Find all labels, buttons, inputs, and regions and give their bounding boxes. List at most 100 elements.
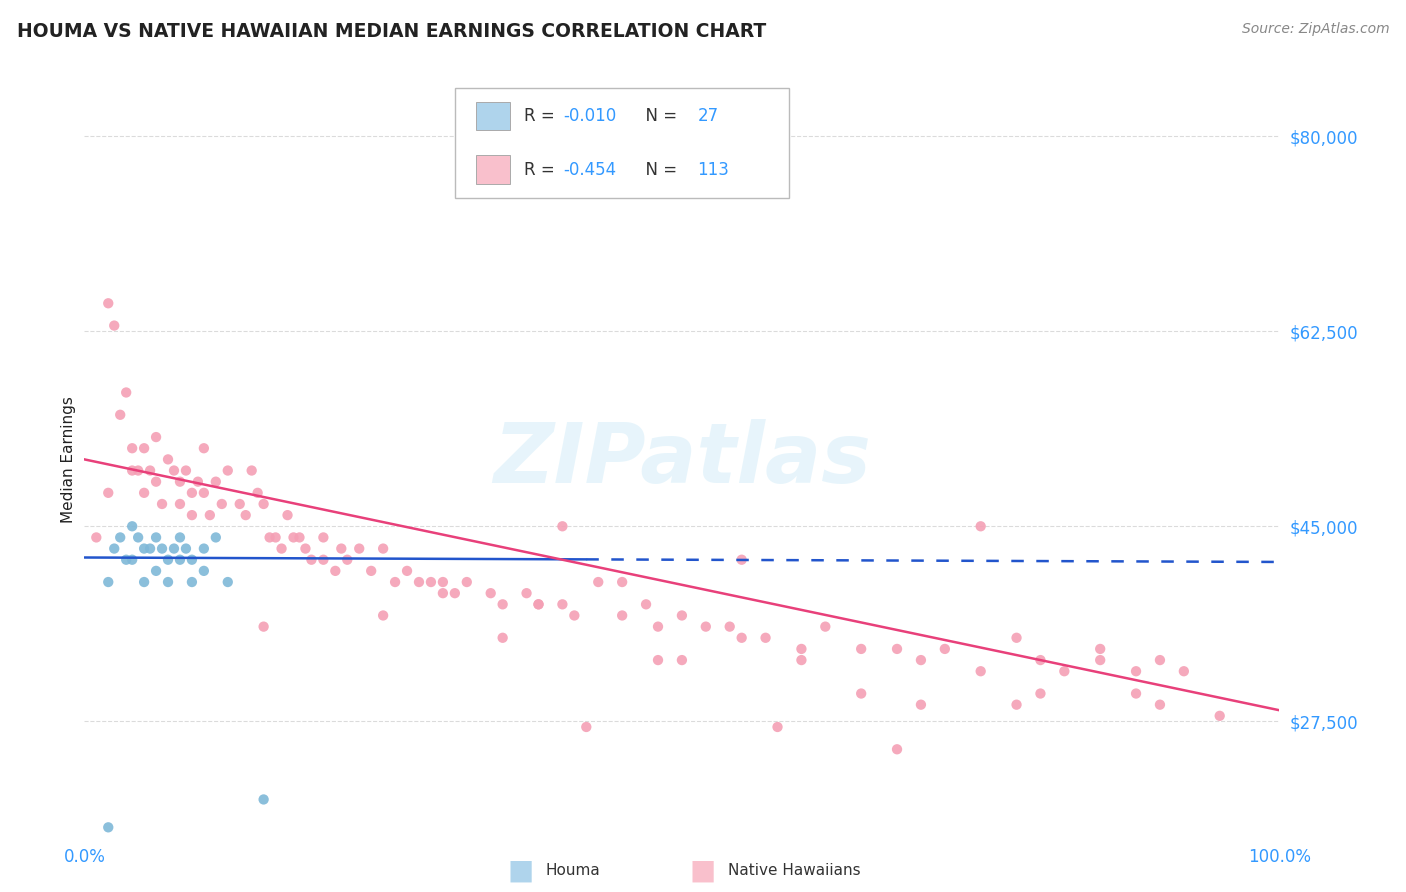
Point — [181, 485, 204, 500]
Point — [647, 653, 669, 667]
Text: Source: ZipAtlas.com: Source: ZipAtlas.com — [1241, 22, 1389, 37]
Point — [132, 541, 156, 556]
Point — [259, 530, 281, 544]
FancyBboxPatch shape — [477, 102, 510, 130]
Point — [150, 541, 173, 556]
Point — [97, 296, 120, 310]
Point — [217, 464, 239, 478]
Point — [163, 541, 186, 556]
Point — [103, 541, 125, 556]
Point — [444, 586, 467, 600]
Point — [551, 598, 574, 612]
Point — [193, 485, 215, 500]
Point — [253, 497, 276, 511]
Point — [205, 530, 228, 544]
Point — [755, 631, 778, 645]
Point — [814, 619, 837, 633]
Text: 27: 27 — [697, 107, 718, 125]
Point — [139, 464, 162, 478]
Point — [851, 687, 873, 701]
Point — [253, 792, 276, 806]
Point — [718, 619, 741, 633]
Point — [157, 552, 180, 567]
Point — [121, 464, 143, 478]
Point — [288, 530, 311, 544]
Text: R =: R = — [524, 107, 560, 125]
Point — [312, 530, 335, 544]
Point — [373, 608, 395, 623]
Point — [253, 619, 276, 633]
Point — [1090, 642, 1112, 657]
Point — [132, 442, 156, 456]
Point — [264, 530, 287, 544]
Point — [420, 575, 443, 590]
Point — [934, 642, 956, 657]
Point — [270, 541, 292, 556]
Point — [240, 464, 263, 478]
Point — [115, 552, 138, 567]
Point — [103, 318, 125, 333]
Point — [1090, 653, 1112, 667]
Point — [408, 575, 430, 590]
Point — [235, 508, 257, 523]
Point — [612, 608, 634, 623]
Point — [139, 541, 162, 556]
Point — [211, 497, 233, 511]
Point — [169, 552, 191, 567]
Point — [325, 564, 347, 578]
Point — [312, 552, 335, 567]
Point — [97, 485, 120, 500]
Point — [121, 442, 143, 456]
Point — [373, 541, 395, 556]
Point — [1029, 687, 1052, 701]
Point — [396, 564, 419, 578]
Point — [187, 475, 209, 489]
Point — [336, 552, 359, 567]
Text: -0.010: -0.010 — [564, 107, 617, 125]
Point — [731, 631, 754, 645]
Point — [181, 508, 204, 523]
Point — [229, 497, 252, 511]
Text: R =: R = — [524, 161, 560, 178]
Point — [564, 608, 586, 623]
Point — [551, 519, 574, 533]
Point — [671, 608, 693, 623]
Point — [492, 631, 515, 645]
Point — [612, 575, 634, 590]
Point — [145, 530, 167, 544]
Point — [127, 464, 149, 478]
Point — [851, 642, 873, 657]
Point — [157, 452, 180, 467]
Point — [169, 497, 191, 511]
Point — [198, 508, 221, 523]
Point — [1053, 664, 1076, 679]
Point — [145, 564, 167, 578]
Point — [349, 541, 371, 556]
Point — [97, 821, 120, 835]
Point — [115, 385, 138, 400]
FancyBboxPatch shape — [477, 155, 510, 184]
Point — [330, 541, 353, 556]
Point — [1173, 664, 1195, 679]
Point — [1149, 653, 1171, 667]
Point — [110, 530, 132, 544]
Point — [695, 619, 717, 633]
Text: -0.454: -0.454 — [564, 161, 617, 178]
Point — [174, 464, 197, 478]
Text: HOUMA VS NATIVE HAWAIIAN MEDIAN EARNINGS CORRELATION CHART: HOUMA VS NATIVE HAWAIIAN MEDIAN EARNINGS… — [17, 22, 766, 41]
Point — [432, 586, 454, 600]
Point — [456, 575, 478, 590]
Point — [181, 552, 204, 567]
Text: Houma: Houma — [546, 863, 600, 878]
Point — [766, 720, 789, 734]
Point — [910, 698, 932, 712]
Point — [110, 408, 132, 422]
Point — [479, 586, 502, 600]
Point — [193, 541, 215, 556]
Point — [886, 742, 908, 756]
Y-axis label: Median Earnings: Median Earnings — [60, 396, 76, 523]
Point — [163, 464, 186, 478]
Point — [169, 475, 191, 489]
Point — [790, 653, 813, 667]
Point — [970, 519, 993, 533]
